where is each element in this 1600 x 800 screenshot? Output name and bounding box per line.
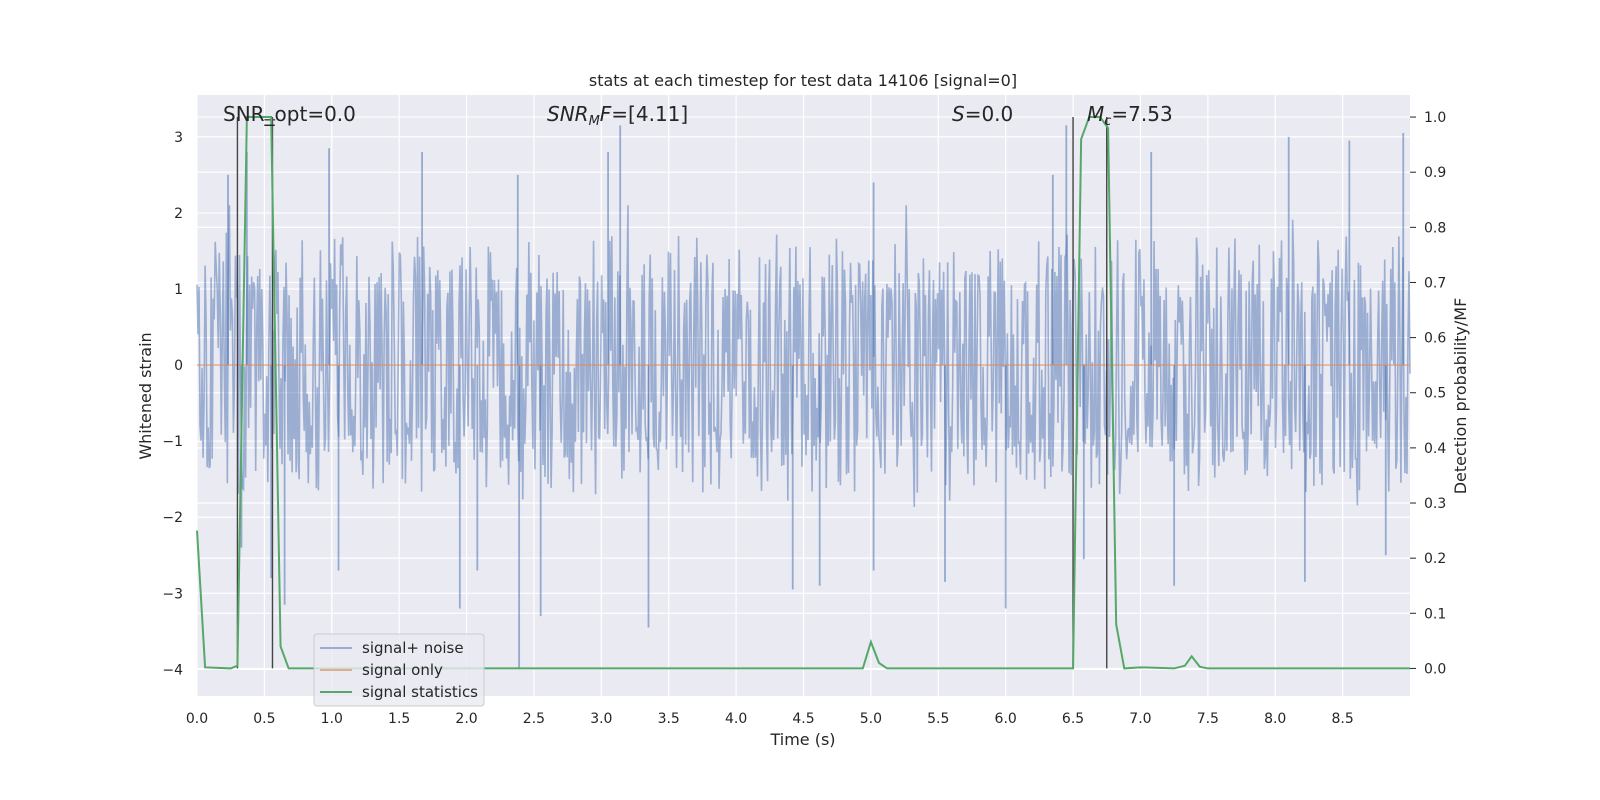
x-tick-label: 5.0 [860,711,882,727]
right-y-tick-label: 0.2 [1424,551,1446,567]
left-y-tick-label: −1 [162,434,183,450]
annotation-s: S=0.0 [952,102,1013,126]
right-y-tick-label: 0.7 [1424,275,1446,291]
annotation-s-value: =0.0 [965,102,1014,126]
left-y-tick-label: −3 [162,586,183,602]
right-y-tick-label: 0.4 [1424,441,1446,457]
x-tick-label: 8.0 [1264,711,1286,727]
legend-box [313,633,485,707]
chart-title: stats at each timestep for test data 141… [589,71,1017,90]
x-tick-label: 5.5 [927,711,949,727]
annotation-mc-value: =7.53 [1111,102,1172,126]
left-y-tick-label: −4 [162,662,183,678]
x-tick-label: 1.5 [388,711,410,727]
legend-label-signal-only: signal only [362,661,443,679]
signal-statistics-line [196,116,1410,670]
x-tick-label: 2.0 [455,711,477,727]
left-y-tick-labels: 3 2 1 0 −1 −2 −3 −4 [162,130,183,679]
x-tick-label: 0.5 [253,711,275,727]
noise-trace [196,205,1411,508]
annotation-mc: Mc=7.53 [1087,102,1173,129]
right-y-tick-label: 0.3 [1424,496,1446,512]
legend-label-noise: signal+ noise [362,639,464,657]
x-tick-label: 4.5 [792,711,814,727]
legend-label-statistics: signal statistics [362,683,478,701]
x-tick-labels: 0.0 0.5 1.0 1.5 2.0 2.5 3.0 3.5 4.0 4.5 5.0 5.5 6.0 6… [186,711,1354,727]
left-y-tick-label: 1 [174,282,183,298]
annotation-snr-mf: SNRMF=[4.11] [547,102,688,129]
left-y-tick-label: 2 [174,206,183,222]
x-tick-label: 3.5 [658,711,680,727]
x-tick-label: 6.5 [1062,711,1084,727]
x-axis-label: Time (s) [769,730,835,749]
annotation-snr-opt: SNR_opt=0.0 [223,102,356,126]
left-y-tick-label: 0 [174,358,183,374]
series-signal-statistics [196,116,1410,670]
legend: signal+ noise signal only signal statist… [313,633,485,707]
right-y-tick-label: 0.5 [1424,386,1446,402]
x-tick-label: 7.0 [1129,711,1151,727]
right-y-axis-label: Detection probability/MF [1451,298,1470,495]
annotation-snr-mf-value: =[4.11] [611,102,688,126]
x-tick-label: 7.5 [1197,711,1219,727]
x-tick-label: 6.0 [995,711,1017,727]
right-y-tick-label: 1.0 [1424,110,1446,126]
series-signal-noise [196,125,1411,670]
x-tick-label: 1.0 [321,711,343,727]
right-y-tick-label: 0.9 [1424,165,1446,181]
right-y-tick-label: 0.6 [1424,331,1446,347]
right-y-tick-label: 0.0 [1424,661,1446,677]
left-y-axis-label: Whitened strain [136,332,155,459]
right-y-tick-label: 0.1 [1424,606,1446,622]
x-tick-label: 8.5 [1331,711,1353,727]
x-tick-label: 3.0 [590,711,612,727]
left-y-tick-label: −2 [162,510,183,526]
right-y-tick-labels: 1.0 0.9 0.8 0.7 0.6 0.5 0.4 0.3 0.2 0.1 0.0 [1410,110,1446,677]
x-tick-label: 4.0 [725,711,747,727]
x-tick-label: 2.5 [523,711,545,727]
left-y-tick-label: 3 [174,130,183,146]
x-tick-label: 0.0 [186,711,208,727]
right-y-tick-label: 0.8 [1424,220,1446,236]
